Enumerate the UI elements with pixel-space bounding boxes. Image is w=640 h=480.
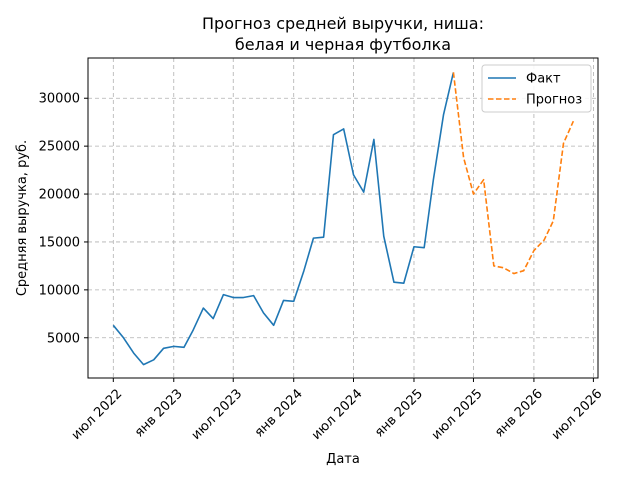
x-tick-label: июл 2024 (309, 386, 366, 443)
y-tick-label: 25000 (39, 140, 80, 155)
y-tick-label: 5000 (47, 331, 80, 346)
series-line-forecast (452, 72, 575, 275)
x-tick-label: июл 2026 (549, 386, 606, 443)
x-tick-label: июл 2022 (69, 386, 126, 443)
y-tick-label: 10000 (39, 283, 80, 298)
legend-box (481, 64, 592, 113)
grid (88, 58, 598, 378)
x-tick-label: янв 2024 (252, 386, 306, 440)
y-axis-label: Средняя выручка, руб. (15, 140, 30, 296)
x-tick-label: янв 2023 (132, 386, 186, 440)
x-axis-label: Дата (326, 452, 360, 467)
x-tick-label: июл 2023 (189, 386, 246, 443)
legend: Факт Прогноз (481, 64, 592, 113)
legend-label: Факт (526, 72, 561, 87)
chart-title-line-1: Прогноз средней выручки, ниша: (202, 14, 484, 33)
x-tick-label: июл 2025 (429, 386, 486, 443)
legend-label: Прогноз (526, 93, 582, 108)
y-tick-label: 30000 (39, 92, 80, 107)
plot-frame (87, 57, 599, 379)
plot-area (112, 72, 575, 366)
x-tick-label: янв 2026 (492, 386, 546, 440)
y-axis: 5000 10000 15000 20000 25000 30000 (39, 92, 88, 346)
x-tick-label: янв 2025 (372, 386, 426, 440)
x-axis: июл 2022 янв 2023 июл 2023 янв 2024 июл 2024… (69, 378, 606, 443)
y-tick-label: 15000 (39, 235, 80, 250)
series-line-fact (112, 72, 455, 366)
chart-title-line-2: белая и черная футболка (235, 35, 451, 54)
y-tick-label: 20000 (39, 188, 80, 203)
